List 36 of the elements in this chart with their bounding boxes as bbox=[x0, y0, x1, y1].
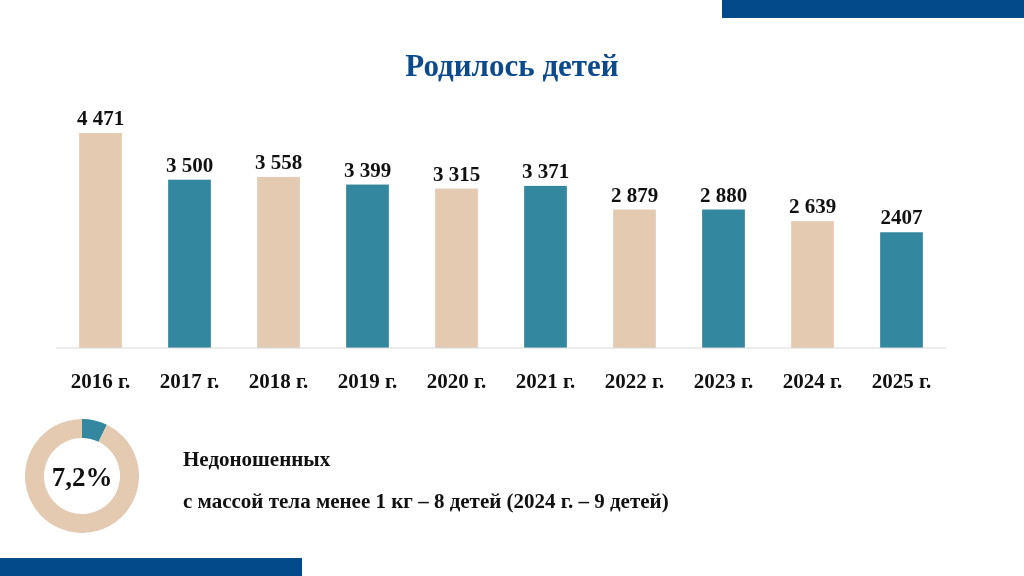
x-tick-label: 2017 г. bbox=[159, 369, 220, 393]
chart-title: Родилось детей bbox=[405, 48, 619, 83]
bar bbox=[435, 188, 478, 348]
bar bbox=[702, 209, 745, 348]
data-label: 4 471 bbox=[76, 106, 125, 130]
x-tick-label: 2022 г. bbox=[604, 369, 665, 393]
bar bbox=[613, 209, 656, 348]
x-tick-label: 2025 г. bbox=[871, 369, 932, 393]
bar bbox=[791, 221, 834, 348]
x-tick-label: 2021 г. bbox=[515, 369, 576, 393]
data-label: 3 315 bbox=[432, 161, 481, 186]
x-tick-label: 2019 г. bbox=[337, 369, 398, 393]
x-tick-label: 2024 г. bbox=[782, 369, 843, 393]
bar bbox=[168, 179, 211, 348]
data-label: 2 879 bbox=[610, 182, 659, 207]
data-label: 3 399 bbox=[343, 157, 392, 182]
data-label: 3 500 bbox=[165, 152, 214, 177]
bar bbox=[79, 133, 122, 348]
bar bbox=[257, 176, 300, 348]
donut-slice bbox=[82, 419, 107, 442]
data-label: 3 371 bbox=[521, 158, 570, 183]
donut-slice bbox=[25, 419, 139, 533]
x-tick-label: 2020 г. bbox=[426, 369, 487, 393]
data-label: 3 558 bbox=[254, 149, 303, 174]
text: 7,2% bbox=[51, 462, 113, 492]
x-tick-label: 2016 г. bbox=[70, 369, 131, 393]
text: с массой тела менее 1 кг – 8 детей (2024 г. – 9 детей) bbox=[183, 489, 669, 513]
x-tick-label: 2018 г. bbox=[248, 369, 309, 393]
data-label: 2 639 bbox=[788, 194, 837, 219]
text: Недоношенных bbox=[183, 447, 331, 471]
data-label: 2407 bbox=[880, 205, 923, 230]
bar bbox=[524, 185, 567, 348]
data-label: 2 880 bbox=[699, 182, 748, 207]
x-tick-label: 2023 г. bbox=[693, 369, 754, 393]
bar bbox=[880, 232, 923, 348]
bar bbox=[346, 184, 389, 348]
